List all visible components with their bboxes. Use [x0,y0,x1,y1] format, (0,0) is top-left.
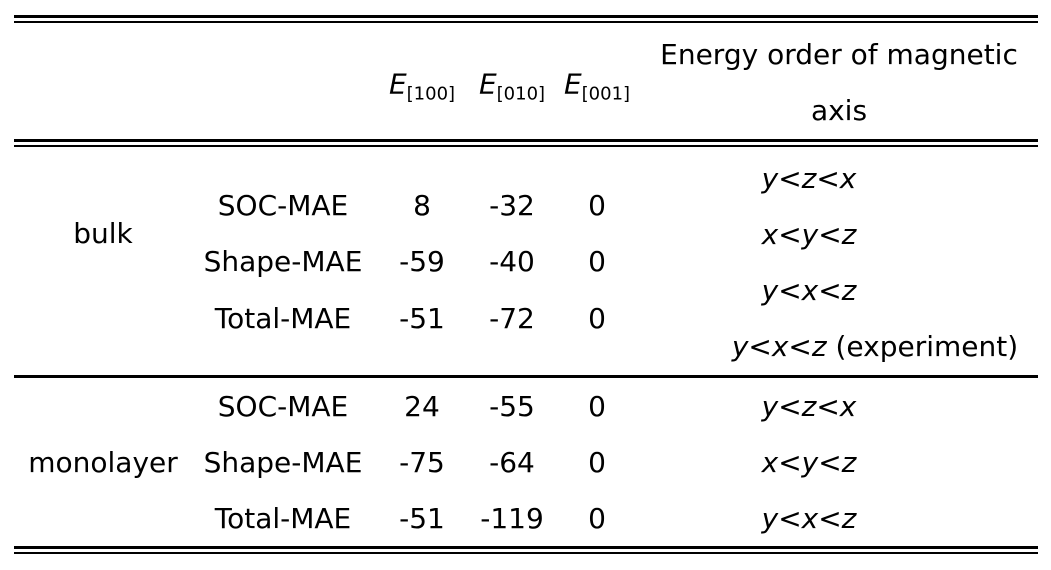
value-cell: -32 [489,189,535,222]
method-cell: Shape-MAE [203,446,363,479]
header-order-line2: axis [810,94,868,127]
order-cell: y<z<x [761,162,857,195]
value-cell: -75 [399,446,445,479]
method-cell: SOC-MAE [217,189,349,222]
order-cell: x<y<z [761,218,857,251]
value-cell: 0 [588,302,606,335]
method-cell: Total-MAE [214,502,352,535]
group-label-bulk: bulk [73,217,133,250]
order-cell: y<z<x [761,390,857,423]
header-e001: E[001] [563,67,631,105]
value-cell: -51 [399,502,445,535]
value-cell: -72 [489,302,535,335]
value-cell: 0 [588,189,606,222]
bottom-rule [14,546,1038,549]
value-cell: -51 [399,302,445,335]
value-cell: 8 [413,189,431,222]
value-cell: 0 [588,446,606,479]
value-cell: 24 [404,390,440,423]
order-cell: x<y<z [761,446,857,479]
header-rule-inner [14,145,1038,147]
value-cell: -59 [399,245,445,278]
top-rule [14,15,1038,18]
group-label-monolayer: monolayer [28,446,178,479]
header-rule [14,139,1038,142]
top-rule-inner [14,21,1038,23]
value-cell: -40 [489,245,535,278]
method-cell: Shape-MAE [203,245,363,278]
value-cell: 0 [588,502,606,535]
header-order-line1: Energy order of magnetic [660,38,1018,71]
order-cell: y<x<z [761,502,857,535]
header-e010: E[010] [478,67,546,105]
value-cell: -119 [480,502,544,535]
value-cell: 0 [588,390,606,423]
order-cell-experiment: y<x<z (experiment) [731,330,1019,363]
order-cell: y<x<z [761,274,857,307]
value-cell: -64 [489,446,535,479]
value-cell: 0 [588,245,606,278]
method-cell: SOC-MAE [217,390,349,423]
value-cell: -55 [489,390,535,423]
bottom-rule-inner [14,552,1038,554]
method-cell: Total-MAE [214,302,352,335]
group-rule [14,375,1038,378]
header-e100: E[100] [388,67,456,105]
